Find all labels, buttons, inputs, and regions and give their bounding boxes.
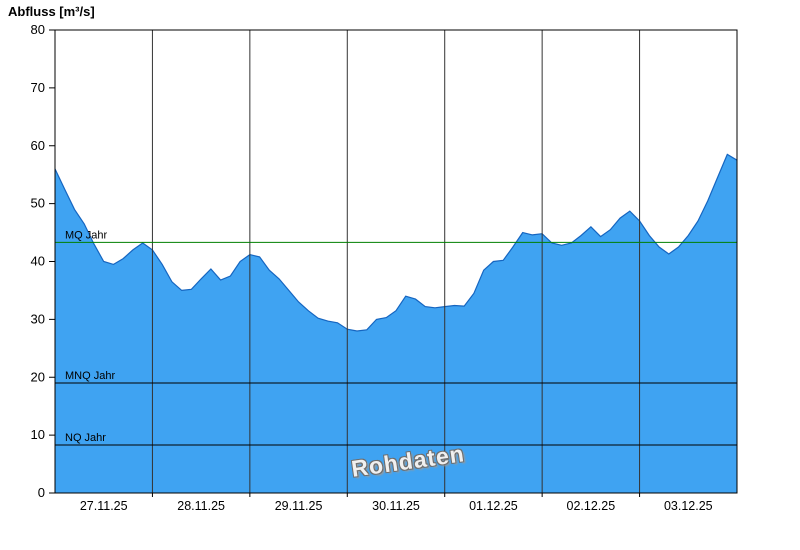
x-axis: 27.11.25 28.11.25 29.11.25 30.11.25 01.12.25… xyxy=(80,493,713,513)
day-gridlines xyxy=(151,30,641,493)
y-tick-label: 30 xyxy=(31,311,45,326)
x-tick-label: 01.12.25 xyxy=(469,499,518,513)
y-tick-label: 0 xyxy=(38,485,45,500)
y-tick-label: 20 xyxy=(31,369,45,384)
x-tick-label: 03.12.25 xyxy=(664,499,713,513)
reference-line-label: MNQ Jahr xyxy=(65,370,115,382)
chart-title: Abfluss [m³/s] xyxy=(8,4,95,19)
area-outline xyxy=(54,153,738,332)
y-tick-label: 40 xyxy=(31,254,45,269)
y-tick-label: 70 xyxy=(31,80,45,95)
area-fill xyxy=(55,154,737,493)
x-tick-label: 27.11.25 xyxy=(80,499,128,513)
y-axis: 0 10 20 30 40 50 60 70 80 xyxy=(31,22,55,500)
reference-lines: MQ Jahr MNQ Jahr NQ Jahr xyxy=(55,229,737,446)
x-tick-label: 29.11.25 xyxy=(275,499,323,513)
y-tick-label: 60 xyxy=(31,138,45,153)
x-tick-label: 28.11.25 xyxy=(177,499,225,513)
x-tick-label: 02.12.25 xyxy=(567,499,616,513)
y-tick-label: 10 xyxy=(31,427,45,442)
reference-line-label: MQ Jahr xyxy=(65,229,108,241)
area-series xyxy=(54,153,738,493)
reference-line-label: NQ Jahr xyxy=(65,432,106,444)
y-tick-label: 50 xyxy=(31,196,45,211)
y-tick-label: 80 xyxy=(31,22,45,37)
x-tick-label: 30.11.25 xyxy=(372,499,420,513)
